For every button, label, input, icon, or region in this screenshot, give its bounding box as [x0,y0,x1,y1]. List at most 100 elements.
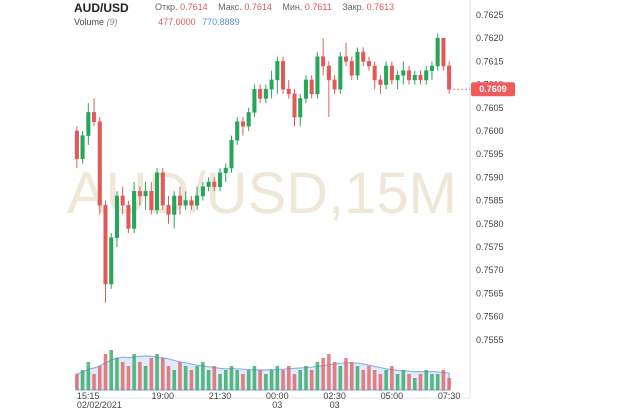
candle-body [366,61,371,67]
volume-bar [286,366,291,390]
candle-body [447,65,452,90]
low-value: 0.7611 [304,2,332,12]
volume-bar [258,370,262,390]
candle [137,186,142,206]
candle [384,61,389,90]
volume-bar [361,370,366,390]
candle [263,84,268,104]
volume-bar [246,370,251,390]
volume-bar [97,366,102,390]
candle [321,38,326,76]
volume-label: Volume [74,17,105,27]
candle-body [258,88,263,99]
candle-body [321,56,326,67]
candle [395,70,400,90]
candle-body [315,56,320,95]
price-tick-label: 0.7555 [476,335,504,345]
price-tick-label: 0.7575 [476,242,504,252]
watermark: AUD/USD,15M [67,161,457,226]
volume-bar [132,354,136,390]
candle [172,191,177,229]
volume-bar [327,354,331,390]
candle-body [97,121,102,206]
candle-body [309,79,314,95]
candle [246,107,251,131]
candle-body [435,37,440,67]
candle-body [189,200,194,206]
volume-bar [418,374,423,390]
candle-body [292,93,297,118]
volume-bar [178,362,182,390]
candle [401,61,406,85]
volume-bar [172,370,177,390]
candle-body [183,200,188,206]
candle-body [172,195,177,215]
candle [218,168,223,192]
candle-body [92,112,97,122]
volume-bar [395,374,400,390]
candle-body [137,191,142,197]
candle-body [206,181,211,187]
volume-bar [229,366,234,390]
volume-bar [281,370,285,390]
close-value: 0.7613 [366,2,395,12]
candle-body [103,204,108,285]
volume-bar [86,362,91,390]
candle [269,70,274,99]
candle [155,168,160,215]
candle [378,75,383,94]
volume-bar [212,366,217,390]
volume-bar [264,374,268,390]
candle [103,200,108,303]
candle [424,66,429,85]
volume-bar [166,366,171,390]
candle-body [166,204,171,215]
candle [315,52,320,99]
ohlc-readout: Откр. 0.7614 Макс. 0.7614 Мин. 0.7611 За… [155,2,402,12]
volume-bar [441,370,446,390]
candle-body [252,88,257,113]
volume-bar [367,366,371,390]
price-tick-label: 0.7605 [476,103,504,113]
candle-body [114,195,119,238]
time-tick-label: 05:00 [381,391,404,401]
candle [223,163,228,182]
time-tick-label: 07:30 [438,391,461,401]
candle-body [372,65,377,81]
candle-body [195,195,200,206]
volume-bar [120,362,125,390]
close-label: Закр. [342,2,365,12]
candle [252,84,257,118]
candle-body [275,61,280,81]
candle-body [74,130,79,160]
candle [361,47,366,66]
candle [366,56,371,71]
volume-bar [252,366,257,390]
volume-value: 477.0000 [158,17,196,27]
volume-bar [275,366,280,390]
time-tick-label: 02:30 [323,391,346,401]
candle-body [418,75,423,81]
candle [344,42,349,66]
candle-body [126,204,131,229]
candle [298,93,303,127]
candle-body [149,191,154,211]
price-tick-label: 0.7615 [476,56,504,66]
candle-body [395,75,400,81]
candle [309,75,314,99]
candle [418,70,423,85]
volume-bar [92,374,96,390]
volume-bar [115,358,119,390]
volume-bar [424,370,429,390]
candle [177,186,182,215]
volume-bar [412,378,417,390]
current-price-box [471,82,515,97]
volume-bar [321,358,325,390]
volume-bar [304,366,308,390]
candle [97,117,102,215]
candle [143,182,148,210]
price-tick-label: 0.7560 [476,312,504,322]
volume-bar [332,362,337,390]
time-tick-sublabel: 02/02/2021 [77,400,122,410]
